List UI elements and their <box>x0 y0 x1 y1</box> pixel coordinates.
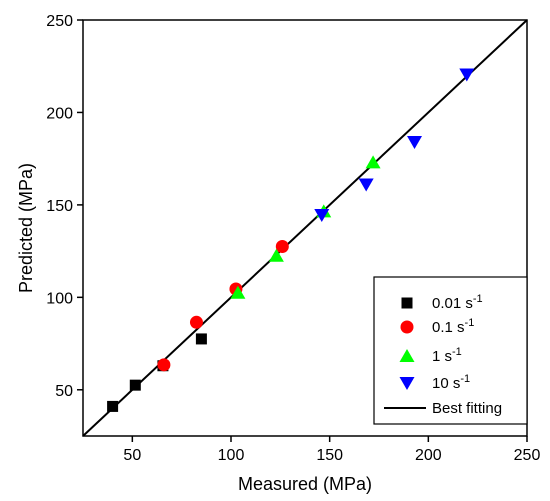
data-point-circle <box>189 315 203 329</box>
best-fit-line <box>82 19 528 437</box>
plot-frame <box>82 19 528 437</box>
x-tick-label: 100 <box>218 447 245 464</box>
legend-symbol-triangle-down <box>399 377 415 390</box>
legend-label: 10 s-1 <box>432 373 470 392</box>
data-point-triangle-down <box>407 136 423 150</box>
x-axis-title: Measured (MPa) <box>238 474 372 494</box>
legend-label: 1 s-1 <box>432 346 462 365</box>
data-point-square <box>107 400 119 412</box>
legend: 0.01 s-1 0.1 s-1 1 s-1 10 s-1 Best fitting <box>373 276 528 425</box>
data-point-triangle-up <box>230 285 246 299</box>
y-tick-label: 100 <box>46 290 73 307</box>
legend-symbol-square <box>401 297 413 309</box>
y-tick-label: 200 <box>46 105 73 122</box>
data-markers <box>107 68 475 412</box>
data-point-circle <box>275 239 289 253</box>
legend-label: 0.01 s-1 <box>432 293 483 312</box>
data-point-triangle-up <box>268 248 284 262</box>
y-tick-label: 50 <box>55 383 73 400</box>
x-tick-label: 250 <box>514 447 541 464</box>
legend-symbol-triangle-up <box>399 349 415 362</box>
data-point-triangle-down <box>314 209 330 223</box>
y-axis-ticks: 50 100 150 200 250 <box>46 13 83 400</box>
data-point-triangle-down <box>459 68 475 82</box>
x-tick-label: 50 <box>123 447 141 464</box>
legend-symbol-circle <box>400 320 414 334</box>
data-point-square <box>195 333 207 345</box>
y-tick-label: 250 <box>46 13 73 30</box>
x-axis-ticks: 50 100 150 200 250 <box>123 436 540 464</box>
data-point-triangle-down <box>358 178 374 192</box>
plot-area <box>82 19 528 437</box>
x-tick-label: 200 <box>415 447 442 464</box>
data-point-square <box>129 379 141 391</box>
data-point-circle <box>157 358 171 372</box>
legend-box <box>373 276 528 425</box>
y-axis-title: Predicted (MPa) <box>16 163 36 293</box>
legend-label: 0.1 s-1 <box>432 317 474 336</box>
x-tick-label: 150 <box>316 447 343 464</box>
y-tick-label: 150 <box>46 198 73 215</box>
data-point-triangle-up <box>365 155 381 169</box>
legend-label: Best fitting <box>432 400 502 417</box>
